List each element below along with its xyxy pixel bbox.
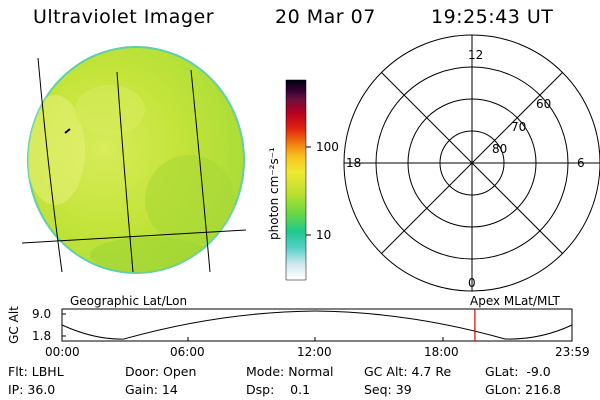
colorbar <box>285 79 311 281</box>
gc-alt-ylabel: GC Alt <box>7 306 21 344</box>
mlt-label-0: 0 <box>468 276 476 290</box>
geographic-caption: Geographic Lat/Lon <box>70 294 188 308</box>
time-tick-1800: 18:00 <box>424 345 459 359</box>
colorbar-tick-10: 10 <box>316 228 332 242</box>
glat-field: GLat: -9.0 <box>485 364 551 379</box>
colorbar-unit-label: photon cm⁻²s⁻¹ <box>267 147 281 240</box>
time-tick-1200: 12:00 <box>297 345 332 359</box>
seq-field: Seq: 39 <box>364 382 412 397</box>
gc-alt-field: GC Alt: 4.7 Re <box>364 364 452 379</box>
uv-image-disk <box>21 46 247 274</box>
mlt-label-6: 6 <box>577 156 585 170</box>
glon-field: GLon: 216.8 <box>485 382 561 397</box>
time-tick-0600: 06:00 <box>170 345 205 359</box>
door-field: Door: Open <box>125 364 197 379</box>
lat-label-70: 70 <box>511 120 527 134</box>
alt-tick-9: 9.0 <box>32 307 52 321</box>
date-label: 20 Mar 07 <box>275 6 376 28</box>
colorbar-tick-100: 100 <box>316 140 339 154</box>
mlt-label-18: 18 <box>346 156 362 170</box>
altitude-strip <box>61 308 573 342</box>
gain-field: Gain: 14 <box>125 382 178 397</box>
mlt-label-12: 12 <box>468 48 484 62</box>
ip-field: IP: 36.0 <box>8 382 56 397</box>
dsp-field: Dsp: 0.1 <box>246 382 311 397</box>
lat-label-60: 60 <box>536 97 552 111</box>
alt-tick-1-8: 1.8 <box>32 329 52 343</box>
filter-field: Flt: LBHL <box>8 364 64 379</box>
instrument-title: Ultraviolet Imager <box>33 6 215 28</box>
mode-field: Mode: Normal <box>246 364 334 379</box>
time-label: 19:25:43 UT <box>431 6 554 28</box>
time-tick-2359: 23:59 <box>555 345 590 359</box>
polar-plot <box>343 34 600 292</box>
time-tick-0000: 00:00 <box>45 345 80 359</box>
lat-label-80: 80 <box>492 142 508 156</box>
apex-caption: Apex MLat/MLT <box>470 294 560 308</box>
